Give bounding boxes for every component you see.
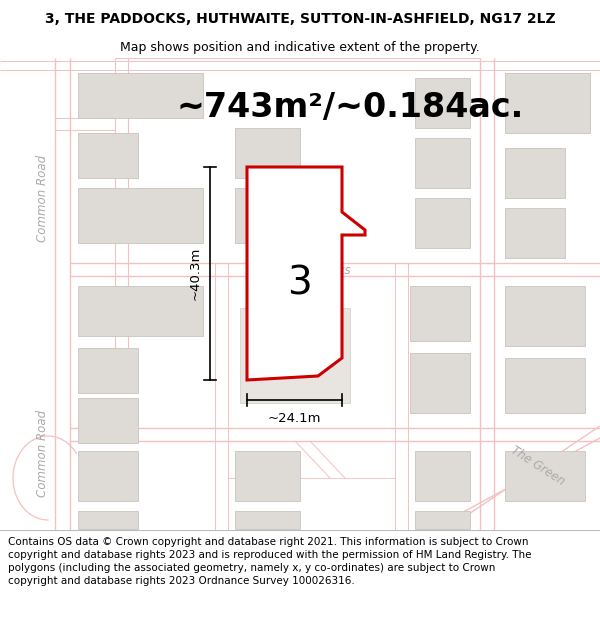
Bar	[415, 451, 470, 501]
Text: Map shows position and indicative extent of the property.: Map shows position and indicative extent…	[120, 41, 480, 54]
Bar	[505, 73, 590, 133]
Bar	[235, 511, 300, 529]
Bar	[415, 138, 470, 188]
Bar	[78, 188, 203, 243]
Bar	[410, 353, 470, 413]
Text: The Paddocks: The Paddocks	[269, 264, 351, 278]
Text: ~40.3m: ~40.3m	[189, 247, 202, 300]
Text: Contains OS data © Crown copyright and database right 2021. This information is : Contains OS data © Crown copyright and d…	[8, 537, 532, 586]
Text: ~24.1m: ~24.1m	[268, 412, 321, 425]
Text: 3, THE PADDOCKS, HUTHWAITE, SUTTON-IN-ASHFIELD, NG17 2LZ: 3, THE PADDOCKS, HUTHWAITE, SUTTON-IN-AS…	[44, 12, 556, 26]
Text: The Green: The Green	[509, 444, 568, 488]
Bar	[410, 286, 470, 341]
Bar	[235, 128, 300, 178]
Bar	[78, 451, 138, 501]
Bar	[78, 286, 203, 336]
Text: 3: 3	[287, 264, 312, 302]
Bar	[78, 133, 138, 178]
Bar	[505, 148, 565, 198]
Bar	[78, 398, 138, 443]
Bar	[505, 286, 585, 346]
Bar	[415, 511, 470, 529]
Text: Common Road: Common Road	[35, 154, 49, 241]
Bar	[505, 451, 585, 501]
Bar	[78, 511, 138, 529]
Bar	[78, 348, 138, 393]
Bar	[240, 308, 350, 403]
Bar	[78, 73, 203, 118]
Bar	[415, 78, 470, 128]
Bar	[505, 358, 585, 413]
Bar	[415, 198, 470, 248]
Text: ~743m²/~0.184ac.: ~743m²/~0.184ac.	[176, 91, 524, 124]
Bar	[505, 208, 565, 258]
Bar	[235, 188, 300, 243]
Text: Common Road: Common Road	[35, 409, 49, 496]
Polygon shape	[247, 167, 365, 380]
Bar	[235, 451, 300, 501]
